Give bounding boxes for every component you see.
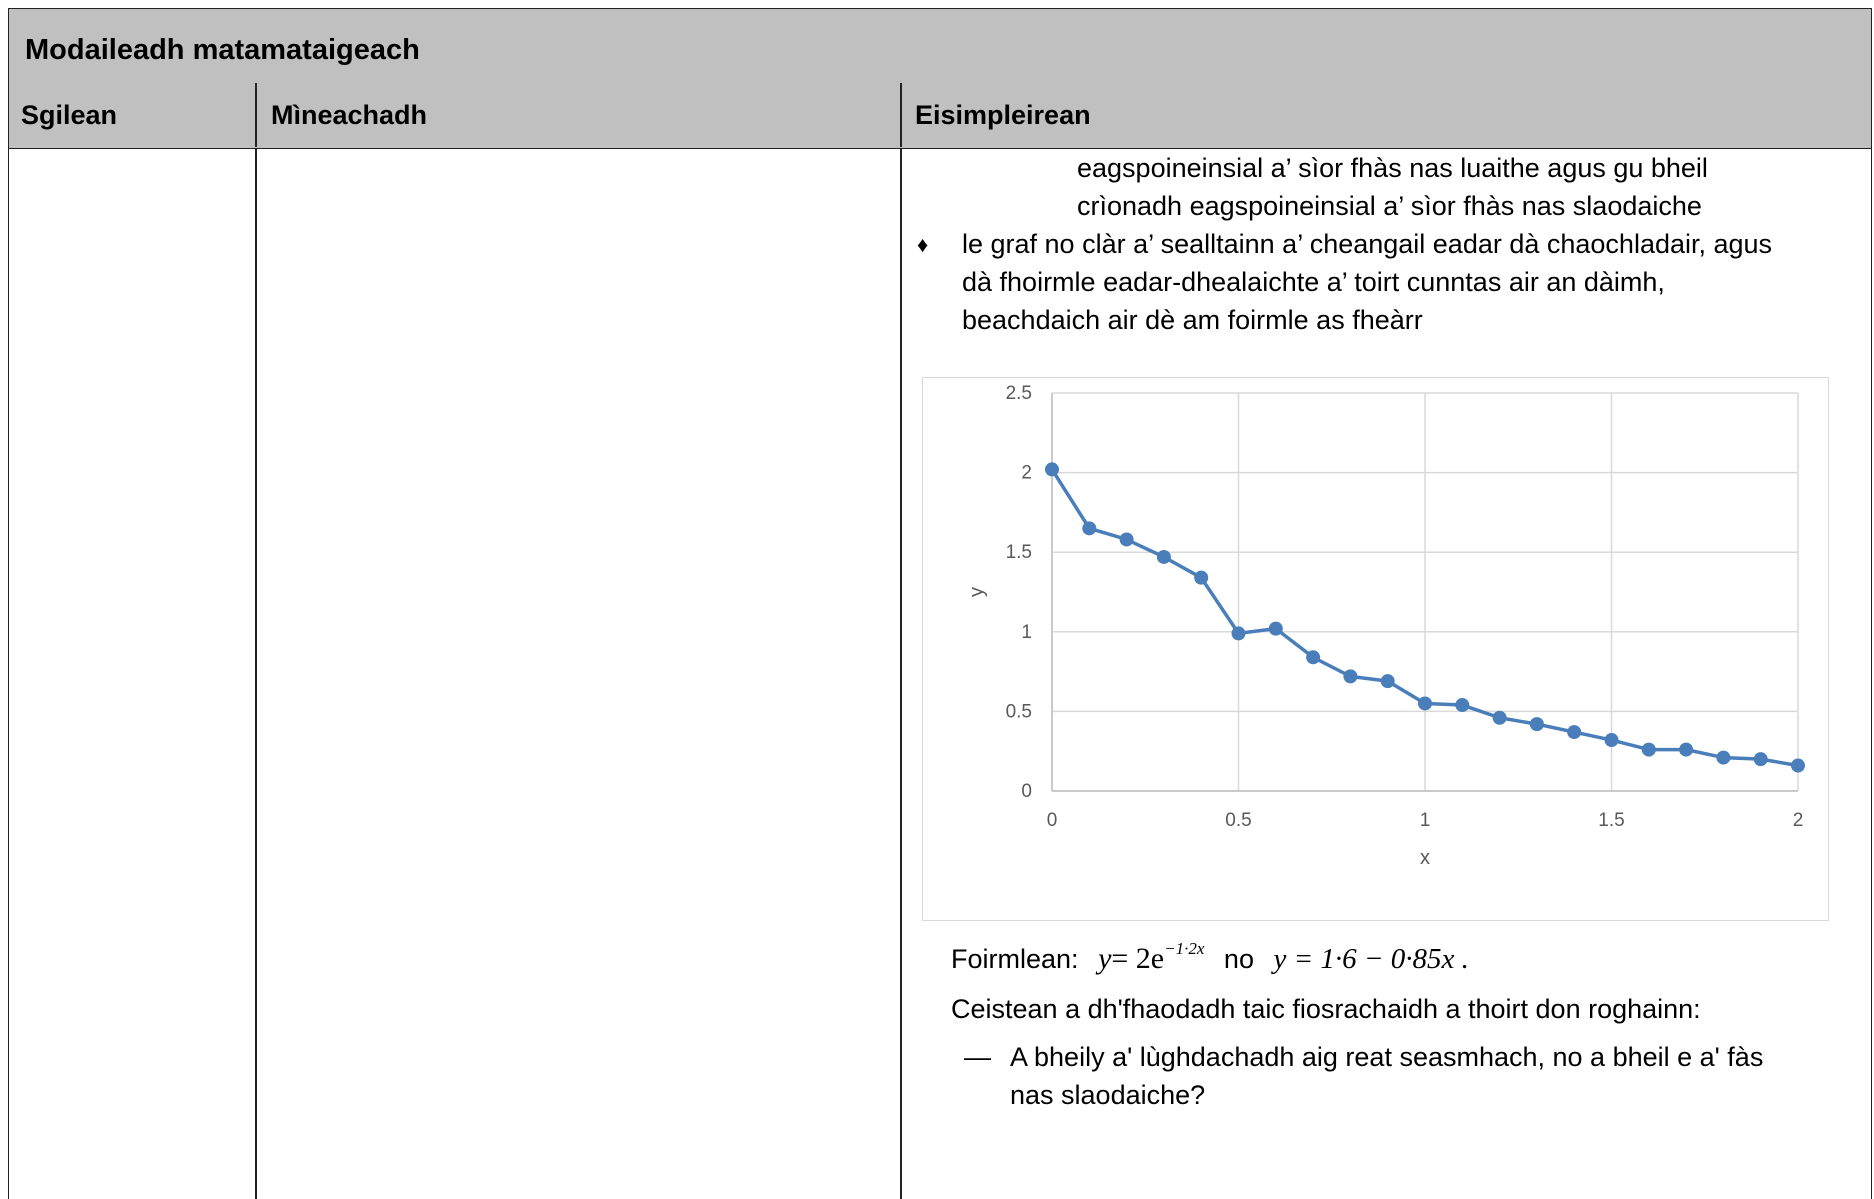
y-axis-label: y: [966, 587, 988, 597]
data-point: [1679, 742, 1694, 757]
x-tick-label: 1.5: [1598, 810, 1624, 831]
data-point: [1529, 717, 1544, 732]
question-intro: Ceistean a dh'fhaodadh taic fiosrachaidh…: [951, 994, 1701, 1024]
y-tick-label: 2: [1021, 463, 1032, 484]
data-point: [1716, 750, 1731, 765]
y-tick-label: 1.5: [1006, 542, 1032, 563]
data-point: [1119, 532, 1134, 547]
header-examples: Eisimpleirean: [915, 100, 1091, 130]
data-point: [1753, 752, 1768, 767]
question-line-1: A bheily a' lùghdachadh aig reat seasmha…: [1010, 1042, 1764, 1072]
header-row: Sgilean Mìneachadh Eisimpleirean: [8, 83, 1872, 149]
question-line-2: nas slaodaiche?: [1010, 1080, 1206, 1110]
y-tick-label: 2.5: [1006, 383, 1032, 404]
data-point: [1082, 521, 1097, 536]
header-divider-2: [900, 83, 902, 147]
bullet-text-line-2: dà fhoirmle eadar-dhealaichte a’ toirt c…: [962, 267, 1665, 297]
data-point: [1604, 733, 1619, 748]
data-point: [1156, 549, 1171, 564]
y-tick-label: 0.5: [1006, 701, 1032, 722]
bullet-icon: ♦: [917, 232, 929, 257]
x-axis-label: x: [1420, 847, 1430, 869]
header-explanation: Mìneachadh: [271, 100, 428, 130]
line-chart: 0 0.5 1 1.5 2 2.5 0 0.5 1 1.5 2 x y: [966, 383, 1805, 869]
data-point: [1194, 570, 1209, 585]
bullet-text-line-3: beachdaich air dè am foirmle as fheàrr: [962, 305, 1423, 335]
header-skills: Sgilean: [21, 100, 118, 130]
data-point: [1045, 462, 1059, 477]
data-point: [1455, 698, 1470, 713]
data-point: [1380, 674, 1395, 689]
continued-text-line-2: crìonadh eagspoineinsial a’ sìor fhàs na…: [1077, 191, 1702, 221]
formula-or: no: [1223, 944, 1254, 974]
body-divider-2: [900, 149, 902, 1199]
bullet-text-line-1: le graf no clàr a’ sealltainn a’ cheanga…: [962, 229, 1773, 259]
data-point: [1418, 696, 1432, 711]
formula-2: y = 1·6 − 0·85x .: [1273, 943, 1469, 975]
x-tick-label: 0: [1047, 810, 1058, 831]
x-tick-label: 1: [1420, 810, 1431, 831]
data-point: [1492, 710, 1507, 725]
data-point: [1343, 669, 1358, 684]
data-point: [1268, 621, 1283, 636]
formula-line: Foirmlean: y= 2e−1·2x no y = 1·6 − 0·85x…: [951, 939, 1469, 982]
body-row: [8, 149, 1872, 1199]
formula-1-rhs: = 2e: [1111, 942, 1165, 975]
data-point: [1231, 626, 1246, 641]
data-point: [1791, 758, 1805, 773]
body-divider-1: [255, 149, 257, 1199]
curriculum-table: Modaileadh matamataigeach Sgilean Mìneac…: [8, 8, 1874, 1199]
table-title: Modaileadh matamataigeach: [25, 34, 420, 66]
table-title-bar: Modaileadh matamataigeach: [8, 8, 1872, 84]
continued-text-line-1: eagspoineinsial a’ sìor fhàs nas luaithe…: [1077, 153, 1708, 183]
data-point: [1641, 742, 1656, 757]
formula-label: Foirmlean:: [951, 944, 1079, 974]
chart-container: 0 0.5 1 1.5 2 2.5 0 0.5 1 1.5 2 x y: [922, 377, 1829, 921]
header-divider-1: [255, 83, 257, 147]
x-tick-label: 2: [1793, 810, 1804, 831]
dash-icon: —: [964, 1042, 991, 1072]
data-point: [1567, 725, 1582, 740]
y-tick-label: 1: [1021, 622, 1032, 643]
y-tick-label: 0: [1021, 781, 1032, 802]
formula-1-exponent: −1·2x: [1164, 939, 1205, 958]
x-tick-label: 0.5: [1225, 810, 1251, 831]
data-point: [1306, 650, 1321, 665]
formula-1-lhs: y: [1098, 942, 1112, 975]
